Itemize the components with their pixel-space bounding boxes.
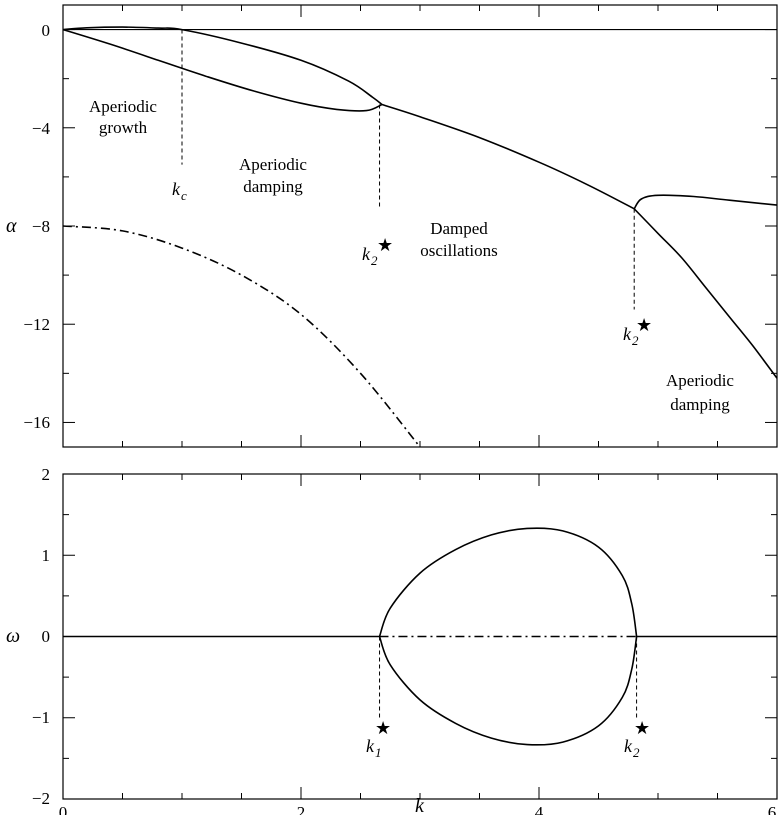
region-damped-osc-1: Damped [430,219,488,238]
top-series-4 [633,208,778,379]
top-series-1 [62,28,383,112]
top-marker-lines [181,29,635,310]
xtick-label-0: 0 [59,803,68,815]
bottom-marker-lines [379,636,638,718]
bottom-series-4 [378,636,638,746]
label-k2-second: k [623,324,632,344]
label-k1: k [366,736,375,756]
region-aperiodic-damping-2: damping [243,177,303,196]
label-kc-sub: c [181,188,187,203]
bottom-ytick-label-1: 1 [42,546,51,565]
label-k2-second-sub: 2 [632,333,639,348]
label-k1-sub: 1 [375,745,382,760]
xtick-label-2: 4 [535,803,544,815]
region-aperiodic-damping2-1: Aperiodic [666,371,734,390]
region-aperiodic-damping-1: Aperiodic [239,155,307,174]
region-aperiodic-growth-1: Aperiodic [89,97,157,116]
bottom-ytick-label-4: −2 [32,789,50,808]
label-kc: k [172,179,181,199]
top-series-5 [62,225,421,448]
top-series-0 [62,26,383,106]
label-k2-bottom: k [624,736,633,756]
xtick-label-1: 2 [297,803,306,815]
star-k1: ★ [375,718,391,738]
bottom-series-group [63,527,777,746]
label-k2-first: k [362,244,371,264]
xtick-label-3: 6 [768,803,777,815]
region-damped-osc-2: oscillations [420,241,497,260]
top-ytick-label-1: −4 [32,119,51,138]
star-k2-bottom: ★ [634,718,650,738]
label-k2-first-sub: 2 [371,253,378,268]
xlabel: k [415,795,425,815]
star-k2-second: ★ [636,315,652,335]
region-aperiodic-damping2-2: damping [670,395,730,414]
top-series-3 [633,194,778,210]
bottom-ytick-label-3: −1 [32,708,50,727]
star-k2-first: ★ [377,235,393,255]
top-ytick-label-2: −8 [32,217,50,236]
top-ytick-label-4: −16 [23,413,50,432]
bottom-ytick-label-0: 2 [42,465,51,484]
top-ytick-label-0: 0 [42,21,51,40]
top-ylabel: α [6,215,17,237]
bottom-ylabel: ω [6,625,20,647]
label-k2-bottom-sub: 2 [633,745,640,760]
bottom-series-3 [378,527,638,637]
region-aperiodic-growth-2: growth [99,118,148,137]
top-ytick-label-3: −12 [23,315,50,334]
top-series-2 [381,103,635,210]
bottom-ytick-label-2: 0 [42,627,51,646]
